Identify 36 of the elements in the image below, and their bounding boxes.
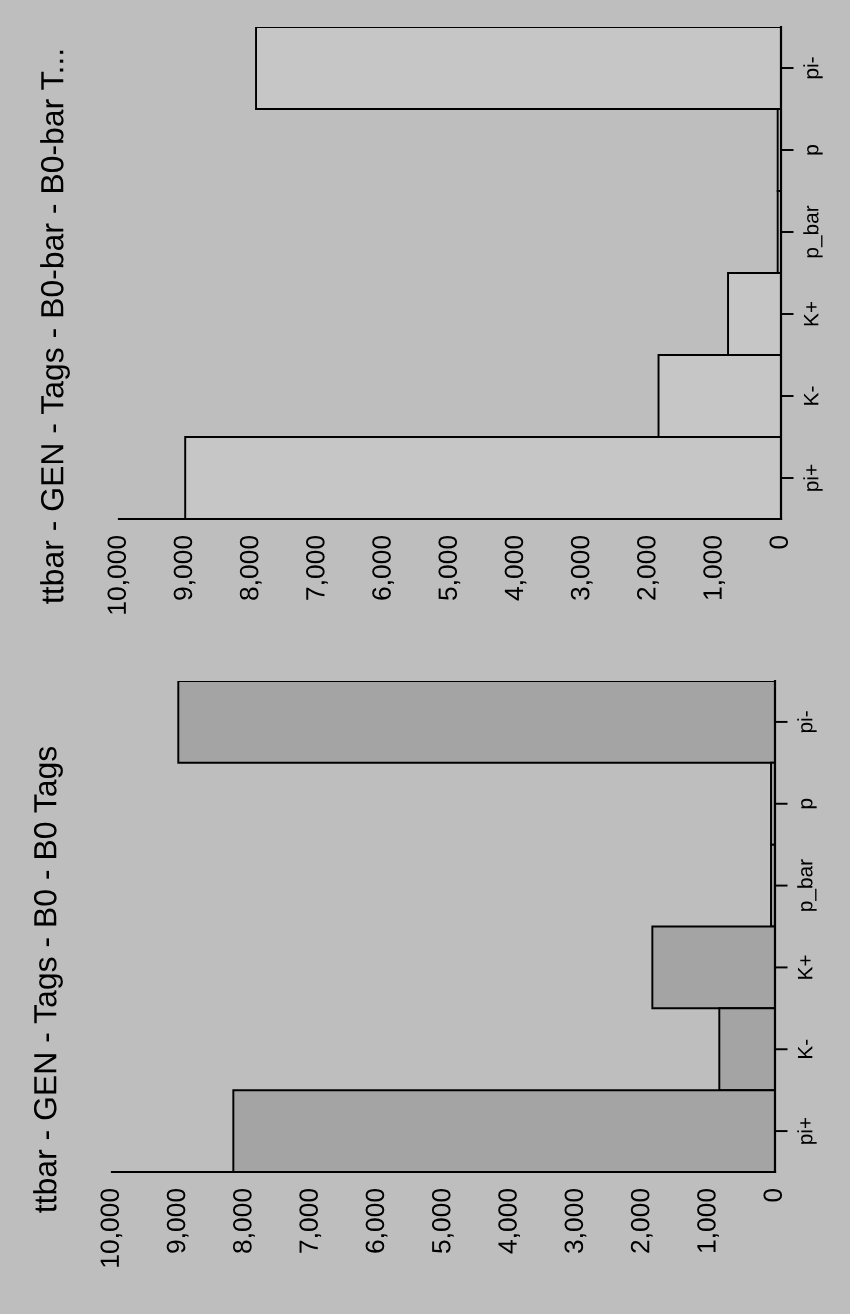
x-tick-label: 10,000 xyxy=(100,1189,123,1267)
y-tick-label: K- xyxy=(797,1039,813,1058)
x-tick-label: 4,000 xyxy=(504,536,527,601)
y-tick-label: pi+ xyxy=(803,464,823,491)
x-tick-label: 3,000 xyxy=(570,536,593,600)
y-tick-label: p_bar xyxy=(803,205,823,258)
y-tick-label: p xyxy=(801,798,817,809)
x-tick-label: 6,000 xyxy=(365,1189,388,1253)
x-tick-label: 4,000 xyxy=(498,1189,520,1254)
x-tick-label: 9,000 xyxy=(166,1189,189,1253)
text: ttbar - GEN - Tags - B0-bar - B0-bar T... xyxy=(40,50,70,604)
y-tick-label: K+ xyxy=(797,955,813,979)
x-tick-label: 10,000 xyxy=(107,536,130,614)
x-tick-label: 0 xyxy=(769,536,789,549)
x-tick-label: 8,000 xyxy=(239,536,262,600)
x-tick-label: 8,000 xyxy=(233,1189,255,1253)
y-tick-label: p xyxy=(807,145,823,155)
x-tick-label: 7,000 xyxy=(299,1189,322,1253)
x-tick-label: 5,000 xyxy=(438,536,461,600)
x-tick-label: 2,000 xyxy=(637,536,659,600)
x-tick-label: 7,000 xyxy=(306,536,328,600)
x-tick-label: 3,000 xyxy=(564,1189,587,1253)
y-tick-label: pi+ xyxy=(797,1117,817,1144)
x-tick-label: 1,000 xyxy=(697,1189,719,1252)
y-tick-label: pi- xyxy=(803,57,823,79)
x-tick-label: 6,000 xyxy=(372,536,394,600)
y-tick-label: pi- xyxy=(797,711,817,733)
x-tick-label: 0 xyxy=(763,1189,783,1202)
x-tick-label: 2,000 xyxy=(630,1189,653,1253)
x-tick-label: 5,000 xyxy=(431,1189,454,1253)
x-tick-label: 1,000 xyxy=(703,536,725,599)
y-tick-label: K+ xyxy=(803,302,819,326)
y-tick-label: K- xyxy=(803,386,819,405)
y-tick-label: p_bar xyxy=(797,859,817,911)
x-tick-label: 9,000 xyxy=(173,536,196,600)
text: ttbar - GEN - Tags - B0 - B0 Tags xyxy=(33,746,63,1213)
